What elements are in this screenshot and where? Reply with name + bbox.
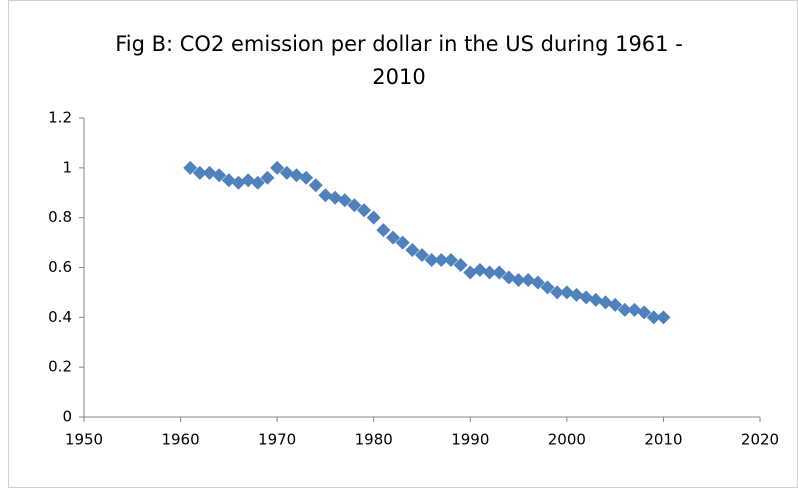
- marker: [492, 265, 507, 280]
- x-tick-label: 1990: [451, 431, 489, 449]
- x-tick-label: 1980: [355, 431, 393, 449]
- marker: [482, 265, 497, 280]
- marker: [212, 168, 227, 183]
- marker: [579, 290, 594, 305]
- marker: [405, 243, 420, 258]
- marker: [617, 302, 632, 317]
- marker: [598, 295, 613, 310]
- y-tick-label: 0: [62, 408, 72, 426]
- marker: [279, 165, 294, 180]
- marker: [289, 168, 304, 183]
- marker: [221, 173, 236, 188]
- marker: [463, 265, 478, 280]
- marker: [559, 285, 574, 300]
- marker: [415, 248, 429, 263]
- marker: [550, 285, 565, 300]
- y-tick-label: 1.2: [48, 109, 72, 127]
- x-tick-label: 2020: [741, 431, 779, 449]
- y-tick-label: 0.2: [48, 358, 72, 376]
- marker: [386, 230, 401, 245]
- marker: [501, 270, 516, 285]
- marker: [192, 165, 207, 180]
- marker: [183, 160, 198, 175]
- marker: [627, 302, 642, 317]
- marker: [472, 262, 487, 277]
- marker: [366, 210, 381, 225]
- marker: [337, 193, 352, 208]
- marker: [308, 178, 323, 193]
- x-tick-label: 1970: [258, 431, 296, 449]
- marker: [241, 173, 256, 188]
- marker: [231, 175, 246, 190]
- marker: [434, 253, 449, 268]
- x-tick-label: 1950: [65, 431, 103, 449]
- marker: [357, 203, 372, 218]
- y-tick-label: 0.8: [48, 208, 72, 226]
- marker: [608, 297, 623, 312]
- marker: [656, 310, 671, 325]
- marker: [511, 272, 526, 287]
- chart-title: Fig B: CO2 emission per dollar in the US…: [115, 32, 683, 89]
- x-tick-label: 2010: [644, 431, 682, 449]
- marker: [424, 253, 439, 268]
- x-tick-label: 2000: [548, 431, 586, 449]
- marker: [395, 235, 410, 250]
- marker: [443, 253, 458, 268]
- marker: [270, 160, 285, 175]
- marker: [376, 223, 391, 238]
- y-tick-label: 0.4: [48, 308, 72, 326]
- marker: [250, 175, 265, 190]
- marker: [530, 275, 545, 290]
- marker: [637, 305, 652, 320]
- marker: [347, 198, 362, 213]
- marker: [646, 310, 661, 325]
- marker: [328, 190, 343, 205]
- marker: [588, 292, 603, 307]
- marker: [260, 170, 275, 185]
- marker: [569, 287, 584, 302]
- marker: [521, 272, 536, 287]
- x-tick-label: 1960: [161, 431, 199, 449]
- y-tick-label: 1: [62, 158, 72, 176]
- y-tick-label: 0.6: [48, 258, 72, 276]
- marker: [299, 170, 314, 185]
- marker: [453, 258, 468, 273]
- marker: [202, 165, 217, 180]
- marker: [318, 188, 333, 203]
- marker: [540, 280, 555, 295]
